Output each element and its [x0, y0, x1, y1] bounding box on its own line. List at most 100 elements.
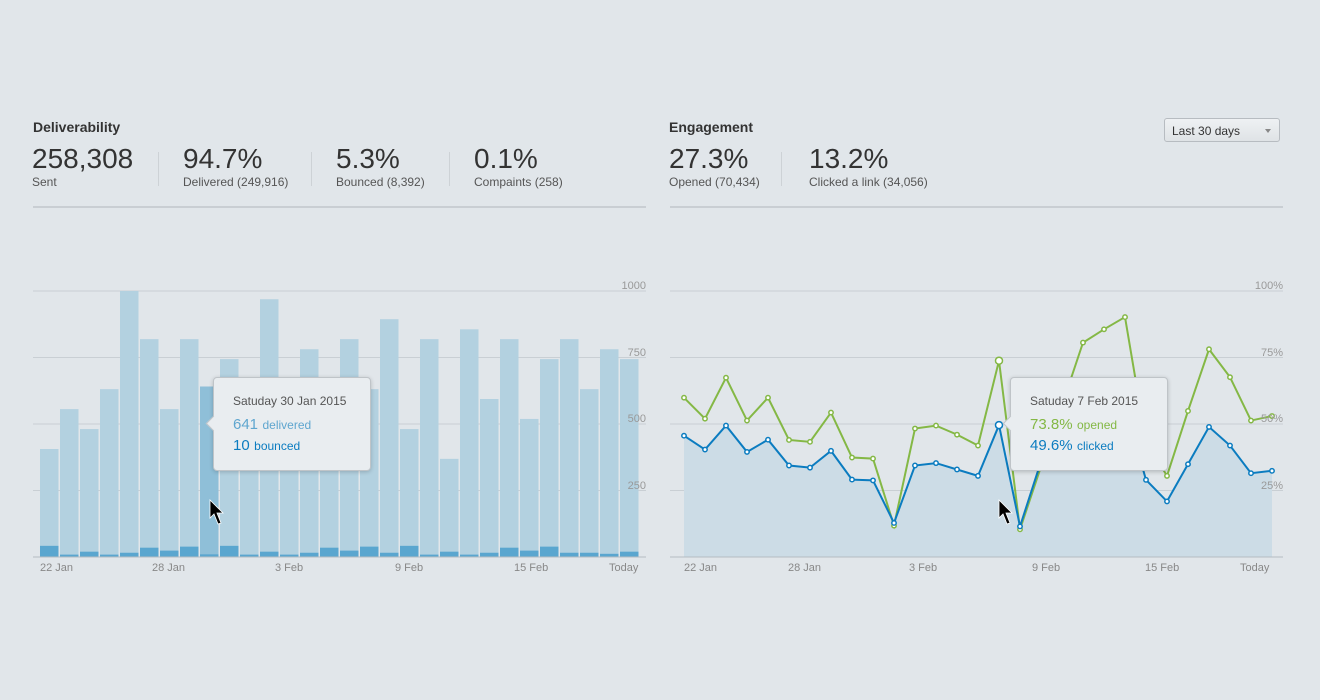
clicked-point — [1143, 476, 1149, 483]
delivered-value: 641 — [233, 416, 259, 433]
y-tick-label: 25% — [1261, 480, 1283, 492]
clicked-label: clicked — [1077, 439, 1114, 453]
opened-point — [702, 415, 708, 422]
opened-point — [723, 374, 729, 381]
x-tick-label: 15 Feb — [1145, 562, 1180, 574]
bounced-bar — [60, 554, 79, 557]
stat-value: 0.1% — [474, 143, 538, 174]
tooltip-date: Satuday 30 Jan 2015 — [233, 394, 347, 408]
clicked-area — [684, 405, 1272, 557]
bounced-bar — [560, 552, 579, 557]
opened-point — [975, 442, 981, 449]
bounced-bar — [520, 550, 539, 557]
clicked-value: 49.6% — [1030, 437, 1073, 454]
opened-point — [1080, 339, 1086, 346]
clicked-point — [1248, 470, 1254, 477]
opened-point — [681, 394, 687, 401]
stat-label: Delivered (249,916) — [183, 175, 289, 189]
clicked-point — [786, 462, 792, 469]
date-range-select[interactable]: Last 30 days — [1164, 118, 1280, 142]
clicked-point — [933, 460, 939, 467]
x-tick-label: 15 Feb — [514, 562, 549, 574]
delivered-bar — [560, 339, 579, 557]
delivered-bar — [420, 339, 439, 557]
x-tick-label: 9 Feb — [1032, 562, 1061, 574]
bounced-bar — [80, 551, 99, 557]
opened-point — [786, 437, 792, 443]
bounced-bar — [140, 547, 159, 557]
x-tick-label: Today — [1240, 562, 1270, 574]
opened-point — [933, 422, 939, 429]
delivered-bar — [60, 409, 79, 557]
opened-value: 73.8% — [1030, 416, 1073, 433]
bounced-bar — [160, 550, 179, 557]
delivered-bar — [380, 319, 399, 557]
bounced-bar — [620, 551, 639, 557]
delivered-bar — [440, 458, 459, 557]
delivered-bar — [400, 429, 419, 557]
bounced-bar — [320, 547, 339, 557]
bounced-bar — [460, 554, 479, 557]
delivered-bar — [120, 291, 139, 557]
stat-bounced: 5.3% Bounced (8,392) — [336, 143, 425, 190]
opened-point — [1227, 374, 1233, 381]
delivered-label: delivered — [262, 418, 312, 432]
y-tick-label: 1000 — [622, 280, 646, 292]
bounced-bar — [220, 545, 239, 557]
stat-sent: 258,308 Sent — [32, 143, 134, 190]
opened-point — [1248, 417, 1254, 424]
clicked-point — [702, 446, 708, 453]
x-tick-label: 22 Jan — [684, 562, 718, 574]
stat-label: Sent — [32, 175, 57, 189]
divider — [311, 152, 312, 186]
bounced-bar — [100, 554, 119, 557]
delivered-bar — [620, 359, 639, 557]
bounced-bar — [120, 552, 139, 557]
x-tick-label: 9 Feb — [395, 562, 424, 574]
engagement-title: Engagement — [669, 119, 754, 135]
delivered-bar — [500, 339, 519, 557]
bounced-bar — [360, 546, 379, 557]
y-tick-label: 75% — [1261, 347, 1283, 359]
bounced-bar — [440, 551, 459, 557]
mouse-cursor-icon — [998, 499, 1013, 525]
stat-label: Bounced (8,392) — [336, 175, 425, 189]
caret-down-icon — [1265, 129, 1271, 133]
clicked-point — [1269, 467, 1275, 474]
x-tick-label: 28 Jan — [788, 562, 822, 574]
x-tick-label: 3 Feb — [275, 562, 304, 574]
clicked-point — [1227, 442, 1233, 449]
delivered-bar — [580, 389, 599, 557]
stat-opened: 27.3% Opened (70,434) — [669, 144, 760, 190]
opened-point — [744, 417, 750, 424]
stat-delivered: 94.7% Delivered (249,916) — [183, 144, 289, 190]
opened-point — [1185, 408, 1191, 414]
delivered-bar — [600, 349, 619, 557]
delivered-bar — [80, 429, 99, 557]
stat-value: 258,308 — [32, 143, 134, 174]
deliverability-tooltip: Satuday 30 Jan 2015 641 delivered 10 bou… — [205, 377, 371, 471]
header-rule — [670, 206, 1283, 208]
bounced-bar — [260, 551, 279, 557]
delivered-bar — [100, 389, 119, 557]
stat-label: Clicked a link (34,056) — [809, 175, 928, 189]
y-tick-label: 500 — [628, 413, 646, 425]
delivered-bar — [140, 339, 159, 557]
stat-label: Opened (70,434) — [669, 175, 760, 189]
delivered-bar — [520, 418, 539, 557]
opened-point — [994, 356, 1004, 365]
tooltip-date: Satuday 7 Feb 2015 — [1030, 394, 1139, 408]
stat-value: 5.3% — [336, 143, 400, 174]
bounced-bar — [400, 545, 419, 557]
x-tick-label: 28 Jan — [152, 562, 186, 574]
clicked-point — [891, 520, 897, 526]
clicked-point — [954, 466, 960, 473]
opened-point — [849, 454, 855, 461]
bounced-bar — [300, 552, 319, 557]
tooltip-opened: 73.8% opened — [1030, 416, 1167, 434]
clicked-point — [723, 422, 729, 429]
clicked-point — [765, 436, 771, 443]
bounced-bar — [420, 554, 439, 557]
clicked-point — [975, 472, 981, 479]
divider — [781, 152, 782, 186]
